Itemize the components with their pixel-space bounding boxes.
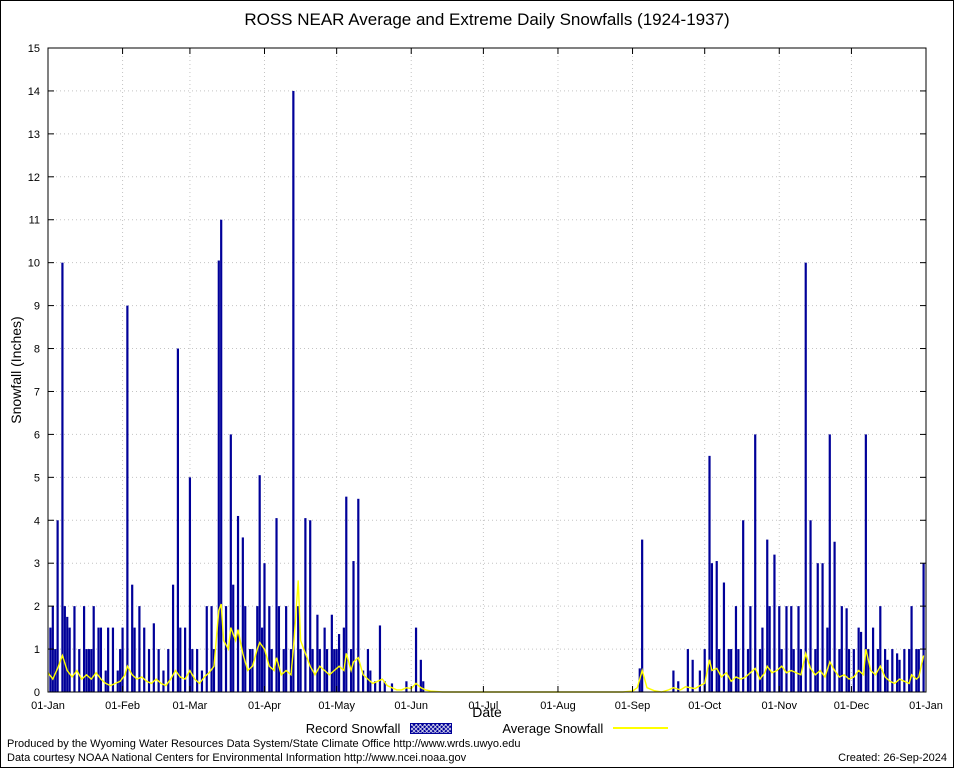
- svg-text:12: 12: [28, 172, 40, 184]
- svg-text:01-Mar: 01-Mar: [173, 700, 208, 712]
- svg-text:01-Oct: 01-Oct: [688, 700, 721, 712]
- svg-text:2: 2: [34, 601, 40, 613]
- svg-text:11: 11: [29, 215, 40, 227]
- legend: Record Snowfall Average Snowfall: [48, 720, 926, 736]
- footer-courtesy-line: Data courtesy NOAA National Centers for …: [7, 752, 467, 764]
- svg-text:01-Jun: 01-Jun: [394, 700, 428, 712]
- svg-text:01-Apr: 01-Apr: [248, 700, 281, 712]
- svg-text:9: 9: [34, 301, 40, 313]
- svg-text:01-Dec: 01-Dec: [834, 700, 870, 712]
- svg-text:15: 15: [28, 43, 40, 55]
- svg-text:4: 4: [34, 515, 40, 527]
- y-axis-label: Snowfall (Inches): [8, 316, 24, 424]
- footer-created-date: Created: 26-Sep-2024: [838, 752, 947, 764]
- svg-text:7: 7: [34, 386, 40, 398]
- svg-text:1: 1: [34, 644, 40, 656]
- svg-text:01-Sep: 01-Sep: [615, 700, 650, 712]
- svg-text:01-Aug: 01-Aug: [540, 700, 575, 712]
- legend-label-average: Average Snowfall: [502, 720, 604, 736]
- svg-text:3: 3: [34, 558, 40, 570]
- average-snowfall-line-swatch: [613, 727, 669, 729]
- x-axis-label: Date: [472, 704, 502, 720]
- svg-text:01-Jan: 01-Jan: [31, 700, 65, 712]
- svg-text:10: 10: [28, 258, 40, 270]
- svg-text:01-Jan: 01-Jan: [909, 700, 943, 712]
- legend-label-record: Record Snowfall: [305, 720, 401, 736]
- svg-text:14: 14: [28, 86, 40, 98]
- svg-text:8: 8: [34, 344, 40, 356]
- svg-text:01-Nov: 01-Nov: [762, 700, 798, 712]
- footer-producer-line: Produced by the Wyoming Water Resources …: [7, 738, 521, 750]
- svg-text:0: 0: [34, 687, 40, 699]
- svg-text:13: 13: [28, 129, 40, 141]
- record-snowfall-swatch: [410, 722, 453, 734]
- svg-text:01-May: 01-May: [318, 700, 355, 712]
- chart-title: ROSS NEAR Average and Extreme Daily Snow…: [244, 10, 730, 29]
- svg-text:01-Jul: 01-Jul: [468, 700, 498, 712]
- svg-text:6: 6: [34, 429, 40, 441]
- svg-text:01-Feb: 01-Feb: [105, 700, 140, 712]
- svg-text:5: 5: [34, 472, 40, 484]
